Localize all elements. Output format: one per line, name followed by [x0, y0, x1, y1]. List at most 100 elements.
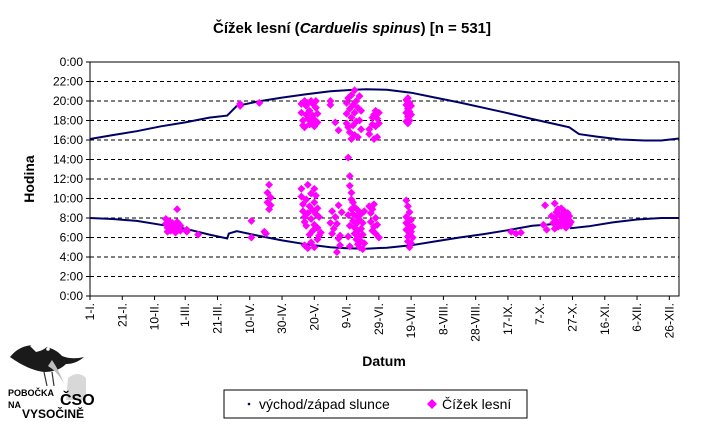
observation-point	[263, 188, 272, 197]
legend: východ/západ slunce Čížek lesní	[223, 389, 528, 419]
legend-box	[223, 389, 528, 419]
observation-point	[344, 153, 353, 162]
y-tick-label-4: 8:00	[60, 211, 84, 225]
observation-point	[332, 219, 341, 228]
observation-point	[266, 193, 275, 202]
observation-point	[265, 180, 274, 189]
observation-point	[313, 204, 322, 213]
observation-point	[357, 125, 366, 134]
observation-point	[374, 108, 383, 117]
observation-point	[302, 195, 311, 204]
y-tick-label-12: 0:00	[60, 55, 84, 69]
observation-point	[345, 181, 354, 190]
observation-point	[373, 220, 382, 229]
x-tick-label-10: 19-VII.	[404, 303, 418, 338]
y-tick-label-0: 0:00	[60, 289, 84, 303]
x-tick-label-11: 8-VIII.	[436, 303, 450, 335]
observation-point	[313, 223, 322, 232]
observation-point	[407, 215, 416, 224]
y-tick-label-6: 12:00	[53, 172, 83, 186]
observation-point	[345, 172, 354, 181]
observation-point	[352, 97, 361, 105]
y-tick-label-5: 10:00	[53, 192, 83, 206]
x-tick-label-5: 10-IV.	[243, 303, 257, 334]
x-axis-ticks: 1-I. 21-I. 10-II. 1-III. 21-III. 10-IV. 30-IV.…	[83, 296, 676, 342]
observation-point	[360, 239, 369, 248]
x-tick-label-16: 16-XI.	[598, 303, 612, 335]
x-tick-label-13: 17-IX.	[501, 303, 515, 335]
x-axis-title: Datum	[362, 353, 406, 369]
observation-point	[313, 235, 322, 244]
x-tick-label-14: 7-X.	[533, 303, 547, 325]
x-tick-label-15: 27-X.	[565, 303, 579, 332]
observation-point	[326, 100, 335, 109]
observation-point	[329, 224, 338, 233]
observation-point	[328, 207, 337, 216]
bird-logo-icon	[10, 342, 86, 400]
y-tick-label-3: 6:00	[60, 231, 84, 245]
observation-point	[365, 130, 374, 139]
observation-point	[407, 101, 416, 110]
observation-point	[344, 211, 353, 220]
observation-point	[313, 118, 322, 127]
observation-point	[405, 116, 414, 125]
observation-point	[374, 119, 383, 128]
y-tick-label-11: 22:00	[53, 75, 83, 89]
observation-point	[373, 133, 382, 142]
observation-point	[334, 201, 343, 210]
x-tick-label-0: 1-I.	[83, 303, 97, 320]
observation-point	[374, 233, 383, 242]
x-tick-label-2: 10-II.	[148, 303, 162, 330]
observation-point	[334, 126, 343, 135]
observation-point	[347, 113, 356, 122]
observation-point	[408, 222, 417, 231]
observation-point	[310, 184, 319, 193]
observation-point	[366, 217, 375, 226]
observation-point	[344, 232, 353, 241]
observation-point	[407, 239, 416, 248]
chart-title-species: Carduelis spinus	[300, 20, 421, 37]
observation-point	[299, 200, 307, 209]
observation-point	[358, 230, 367, 239]
y-tick-label-8: 16:00	[53, 133, 83, 147]
observation-point	[347, 91, 356, 100]
logo-text-cso: ČSO	[60, 390, 95, 409]
observation-point	[355, 92, 364, 101]
observation-point	[353, 133, 362, 142]
observation-point	[402, 196, 411, 205]
observation-point	[303, 244, 312, 253]
x-tick-label-7: 20-V.	[307, 303, 321, 331]
observation-point	[358, 245, 367, 254]
x-tick-label-1: 21-I.	[115, 303, 129, 327]
chart-title-tail: ) [n = 531]	[421, 20, 491, 37]
observation-point	[541, 201, 550, 210]
observation-point	[350, 86, 359, 95]
observation-point	[407, 110, 416, 119]
x-tick-label-17: 6-XII.	[630, 303, 644, 332]
observation-point	[303, 180, 312, 189]
y-tick-label-9: 18:00	[53, 114, 83, 128]
observation-point	[331, 118, 340, 127]
observation-point	[405, 208, 414, 217]
y-axis-ticks: 0:00 2:00 4:00 6:00 8:00 10:00 12:00 14:00 16:00…	[53, 55, 90, 303]
observation-point	[307, 215, 316, 223]
y-tick-label-10: 20:00	[53, 94, 83, 108]
observation-point	[336, 231, 345, 240]
observation-point	[360, 207, 369, 216]
observation-point	[371, 214, 380, 222]
observation-point	[311, 97, 320, 105]
x-tick-label-18: 26-XII.	[662, 303, 676, 338]
observation-point	[266, 201, 275, 210]
gridlines	[90, 81, 679, 277]
observation-point	[331, 213, 340, 221]
x-tick-label-4: 21-III.	[210, 303, 224, 334]
bird-points	[161, 86, 575, 257]
observation-point	[358, 218, 367, 227]
legend-label-bird: Čížek lesní	[442, 396, 511, 412]
observation-point	[332, 248, 341, 257]
x-tick-label-8: 9-VI.	[340, 303, 354, 328]
observation-point	[342, 109, 351, 118]
chart-title: Čížek lesní (Carduelis spinus) [n = 531]	[213, 19, 491, 37]
observation-point	[337, 208, 346, 217]
observation-point	[305, 106, 314, 115]
